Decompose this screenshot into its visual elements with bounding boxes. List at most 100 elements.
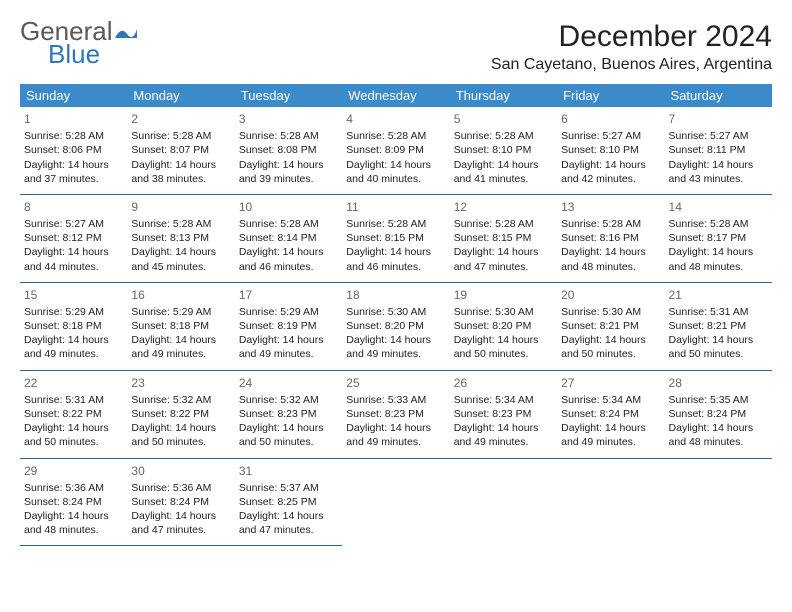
logo-wave-icon xyxy=(115,26,137,40)
calendar-week-row: 15Sunrise: 5:29 AMSunset: 8:18 PMDayligh… xyxy=(20,282,772,370)
sunset-line: Sunset: 8:24 PM xyxy=(131,495,230,509)
weekday-header: Friday xyxy=(557,84,664,107)
daylight-line: Daylight: 14 hours and 47 minutes. xyxy=(131,509,230,537)
day-number: 30 xyxy=(131,463,230,479)
sunset-line: Sunset: 8:20 PM xyxy=(346,319,445,333)
sunrise-line: Sunrise: 5:32 AM xyxy=(239,393,338,407)
sunrise-line: Sunrise: 5:28 AM xyxy=(346,217,445,231)
sunrise-line: Sunrise: 5:28 AM xyxy=(239,129,338,143)
sunset-line: Sunset: 8:10 PM xyxy=(561,143,660,157)
sunset-line: Sunset: 8:23 PM xyxy=(239,407,338,421)
calendar-day-cell: 15Sunrise: 5:29 AMSunset: 8:18 PMDayligh… xyxy=(20,282,127,370)
calendar-day-cell: 25Sunrise: 5:33 AMSunset: 8:23 PMDayligh… xyxy=(342,370,449,458)
sunset-line: Sunset: 8:11 PM xyxy=(669,143,768,157)
day-number: 19 xyxy=(454,287,553,303)
day-number: 11 xyxy=(346,199,445,215)
sunset-line: Sunset: 8:06 PM xyxy=(24,143,123,157)
sunset-line: Sunset: 8:25 PM xyxy=(239,495,338,509)
daylight-line: Daylight: 14 hours and 49 minutes. xyxy=(561,421,660,449)
daylight-line: Daylight: 14 hours and 49 minutes. xyxy=(131,333,230,361)
weekday-header: Thursday xyxy=(450,84,557,107)
calendar-day-cell: 8Sunrise: 5:27 AMSunset: 8:12 PMDaylight… xyxy=(20,194,127,282)
calendar-day-cell: 30Sunrise: 5:36 AMSunset: 8:24 PMDayligh… xyxy=(127,458,234,546)
sunset-line: Sunset: 8:24 PM xyxy=(24,495,123,509)
daylight-line: Daylight: 14 hours and 44 minutes. xyxy=(24,245,123,273)
calendar-day-cell: 19Sunrise: 5:30 AMSunset: 8:20 PMDayligh… xyxy=(450,282,557,370)
title-block: December 2024 San Cayetano, Buenos Aires… xyxy=(491,20,772,74)
sunrise-line: Sunrise: 5:27 AM xyxy=(669,129,768,143)
header: GeneralBlue December 2024 San Cayetano, … xyxy=(20,20,772,74)
calendar-day-cell xyxy=(450,458,557,546)
sunset-line: Sunset: 8:19 PM xyxy=(239,319,338,333)
daylight-line: Daylight: 14 hours and 50 minutes. xyxy=(239,421,338,449)
sunrise-line: Sunrise: 5:34 AM xyxy=(454,393,553,407)
calendar-day-cell: 10Sunrise: 5:28 AMSunset: 8:14 PMDayligh… xyxy=(235,194,342,282)
sunset-line: Sunset: 8:15 PM xyxy=(346,231,445,245)
sunrise-line: Sunrise: 5:28 AM xyxy=(669,217,768,231)
sunrise-line: Sunrise: 5:30 AM xyxy=(346,305,445,319)
sunrise-line: Sunrise: 5:35 AM xyxy=(669,393,768,407)
calendar-day-cell xyxy=(557,458,664,546)
day-number: 21 xyxy=(669,287,768,303)
calendar-week-row: 1Sunrise: 5:28 AMSunset: 8:06 PMDaylight… xyxy=(20,107,772,194)
sunrise-line: Sunrise: 5:30 AM xyxy=(454,305,553,319)
sunrise-line: Sunrise: 5:36 AM xyxy=(24,481,123,495)
sunset-line: Sunset: 8:17 PM xyxy=(669,231,768,245)
daylight-line: Daylight: 14 hours and 48 minutes. xyxy=(24,509,123,537)
calendar-day-cell: 6Sunrise: 5:27 AMSunset: 8:10 PMDaylight… xyxy=(557,107,664,194)
day-number: 27 xyxy=(561,375,660,391)
daylight-line: Daylight: 14 hours and 49 minutes. xyxy=(346,333,445,361)
day-number: 31 xyxy=(239,463,338,479)
day-number: 17 xyxy=(239,287,338,303)
calendar-table: Sunday Monday Tuesday Wednesday Thursday… xyxy=(20,84,772,546)
sunset-line: Sunset: 8:24 PM xyxy=(561,407,660,421)
sunrise-line: Sunrise: 5:33 AM xyxy=(346,393,445,407)
daylight-line: Daylight: 14 hours and 50 minutes. xyxy=(131,421,230,449)
calendar-day-cell: 26Sunrise: 5:34 AMSunset: 8:23 PMDayligh… xyxy=(450,370,557,458)
calendar-day-cell: 17Sunrise: 5:29 AMSunset: 8:19 PMDayligh… xyxy=(235,282,342,370)
sunset-line: Sunset: 8:08 PM xyxy=(239,143,338,157)
daylight-line: Daylight: 14 hours and 48 minutes. xyxy=(561,245,660,273)
sunrise-line: Sunrise: 5:32 AM xyxy=(131,393,230,407)
day-number: 5 xyxy=(454,111,553,127)
day-number: 1 xyxy=(24,111,123,127)
calendar-day-cell: 13Sunrise: 5:28 AMSunset: 8:16 PMDayligh… xyxy=(557,194,664,282)
calendar-day-cell: 2Sunrise: 5:28 AMSunset: 8:07 PMDaylight… xyxy=(127,107,234,194)
weekday-header: Wednesday xyxy=(342,84,449,107)
sunset-line: Sunset: 8:21 PM xyxy=(669,319,768,333)
day-number: 16 xyxy=(131,287,230,303)
sunset-line: Sunset: 8:12 PM xyxy=(24,231,123,245)
calendar-week-row: 29Sunrise: 5:36 AMSunset: 8:24 PMDayligh… xyxy=(20,458,772,546)
calendar-day-cell: 22Sunrise: 5:31 AMSunset: 8:22 PMDayligh… xyxy=(20,370,127,458)
calendar-day-cell: 16Sunrise: 5:29 AMSunset: 8:18 PMDayligh… xyxy=(127,282,234,370)
daylight-line: Daylight: 14 hours and 47 minutes. xyxy=(454,245,553,273)
day-number: 18 xyxy=(346,287,445,303)
daylight-line: Daylight: 14 hours and 49 minutes. xyxy=(346,421,445,449)
daylight-line: Daylight: 14 hours and 46 minutes. xyxy=(346,245,445,273)
calendar-day-cell: 27Sunrise: 5:34 AMSunset: 8:24 PMDayligh… xyxy=(557,370,664,458)
daylight-line: Daylight: 14 hours and 40 minutes. xyxy=(346,158,445,186)
weekday-header: Tuesday xyxy=(235,84,342,107)
sunrise-line: Sunrise: 5:28 AM xyxy=(346,129,445,143)
sunrise-line: Sunrise: 5:27 AM xyxy=(561,129,660,143)
day-number: 14 xyxy=(669,199,768,215)
daylight-line: Daylight: 14 hours and 38 minutes. xyxy=(131,158,230,186)
calendar-day-cell: 9Sunrise: 5:28 AMSunset: 8:13 PMDaylight… xyxy=(127,194,234,282)
calendar-day-cell: 14 Sunrise: 5:28 AMSunset: 8:17 PMDayligh… xyxy=(665,194,772,282)
day-number: 13 xyxy=(561,199,660,215)
daylight-line: Daylight: 14 hours and 37 minutes. xyxy=(24,158,123,186)
weekday-header: Sunday xyxy=(20,84,127,107)
day-number: 26 xyxy=(454,375,553,391)
daylight-line: Daylight: 14 hours and 50 minutes. xyxy=(669,333,768,361)
sunrise-line: Sunrise: 5:28 AM xyxy=(131,217,230,231)
sunset-line: Sunset: 8:15 PM xyxy=(454,231,553,245)
daylight-line: Daylight: 14 hours and 48 minutes. xyxy=(669,245,768,273)
calendar-day-cell: 24Sunrise: 5:32 AMSunset: 8:23 PMDayligh… xyxy=(235,370,342,458)
daylight-line: Daylight: 14 hours and 42 minutes. xyxy=(561,158,660,186)
logo-word-2: Blue xyxy=(20,39,100,69)
day-number: 10 xyxy=(239,199,338,215)
calendar-week-row: 22Sunrise: 5:31 AMSunset: 8:22 PMDayligh… xyxy=(20,370,772,458)
day-number: 9 xyxy=(131,199,230,215)
logo: GeneralBlue xyxy=(20,20,137,67)
calendar-week-row: 8Sunrise: 5:27 AMSunset: 8:12 PMDaylight… xyxy=(20,194,772,282)
